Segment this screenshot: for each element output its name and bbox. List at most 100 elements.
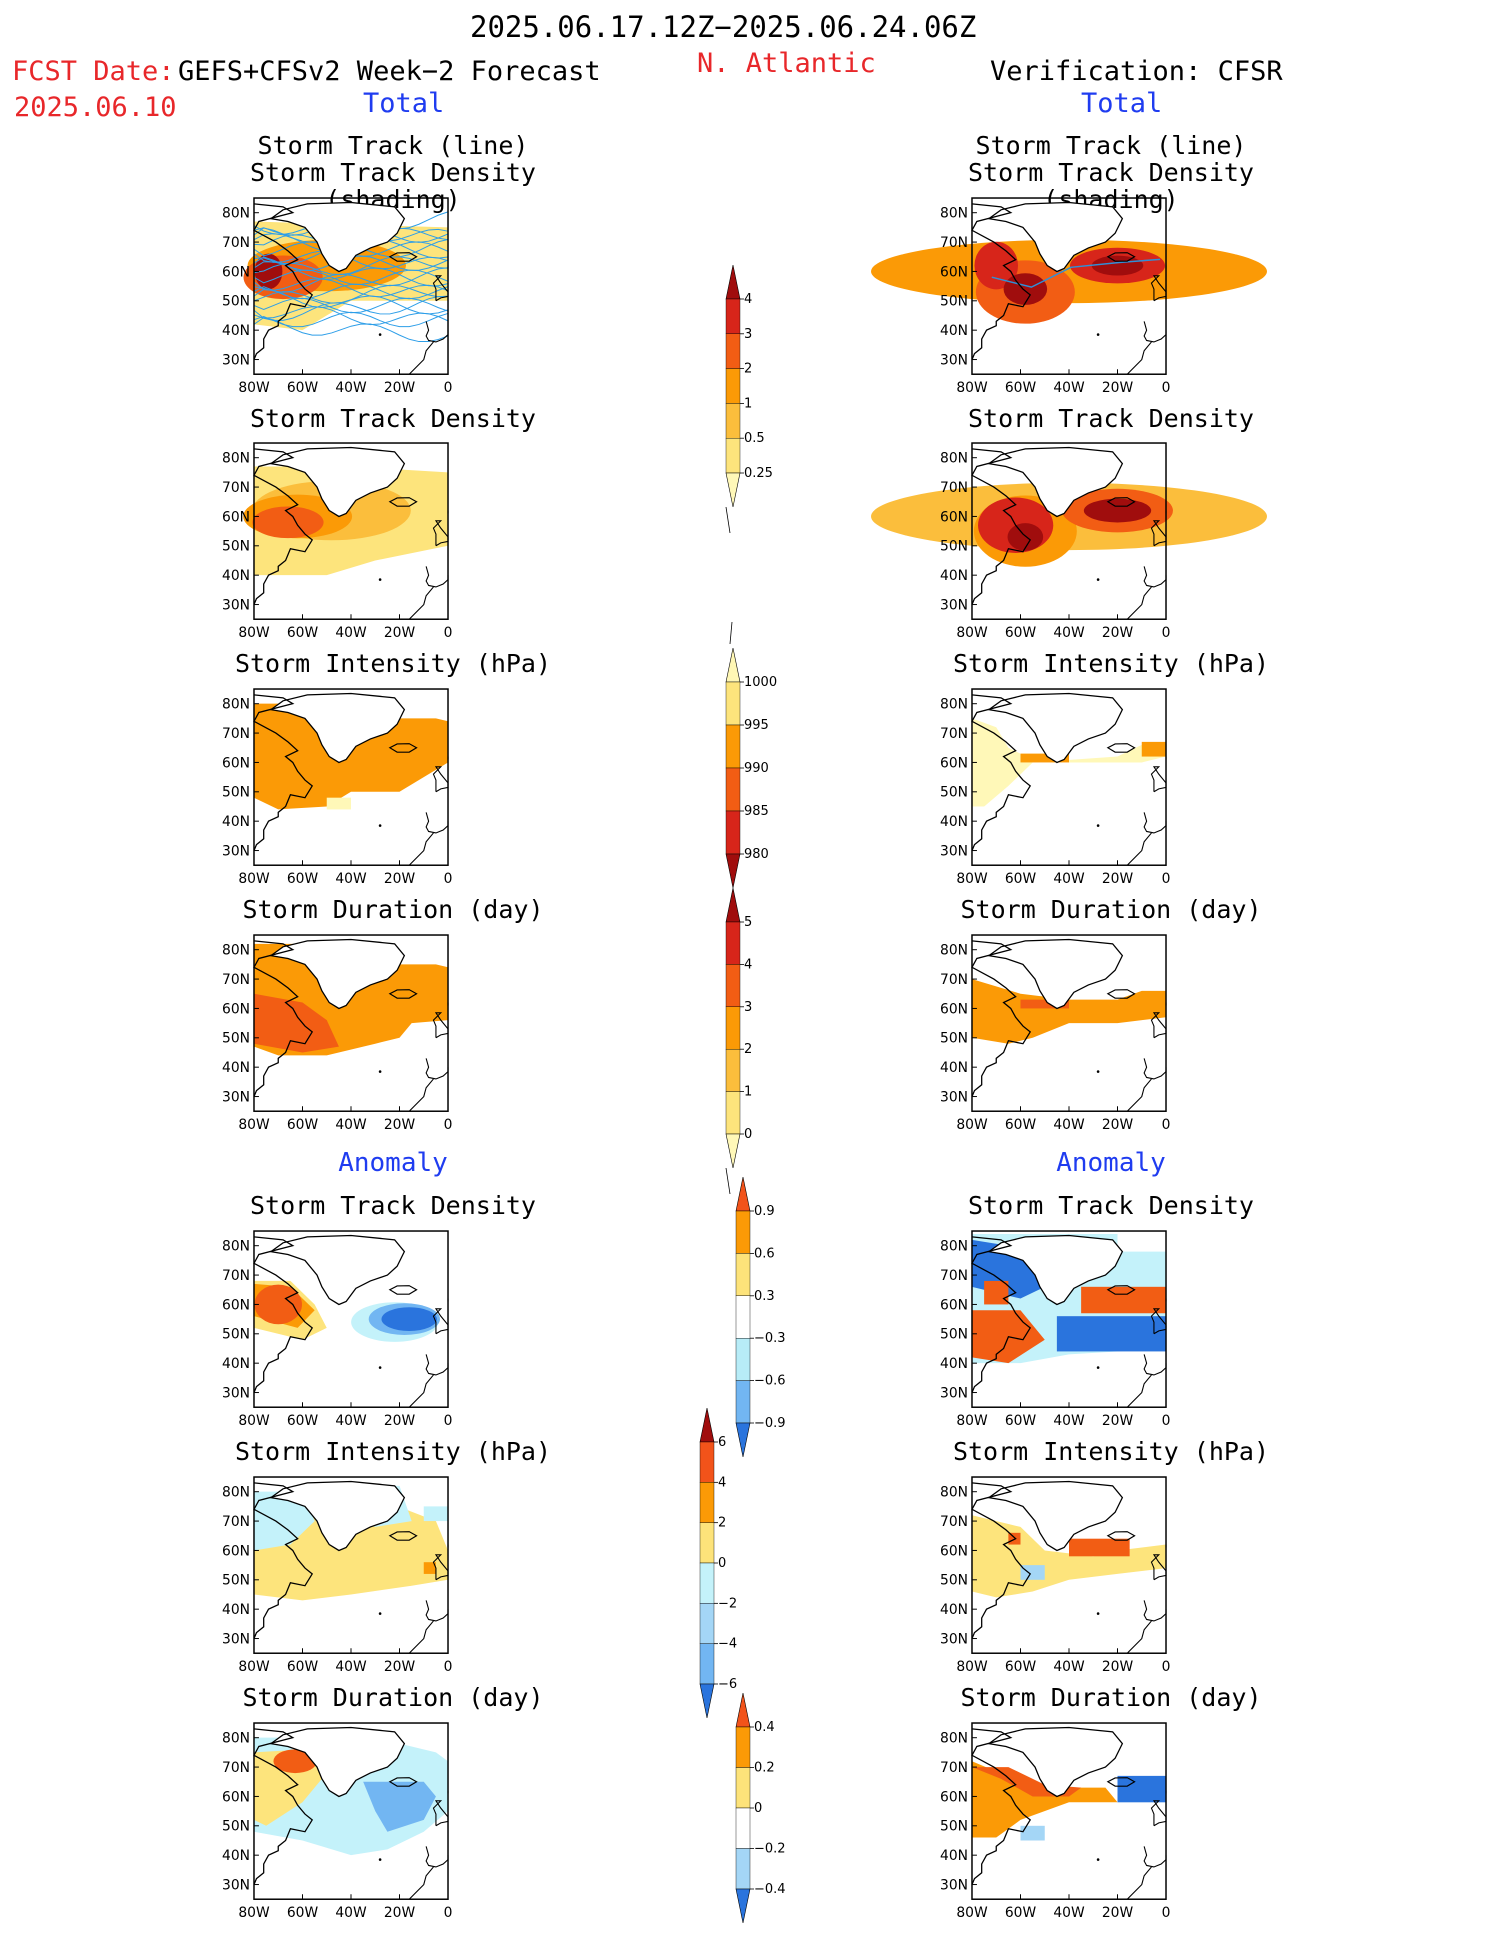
uk-coast: [1150, 1554, 1167, 1581]
uk-coast: [1150, 1800, 1167, 1827]
colorbar-label: 0.5: [744, 431, 765, 446]
lon-tick-label: 80W: [238, 1905, 270, 1921]
map-svg: 80N 70N 60N 50N 40N 30N 80W 60W 40W 20W 0: [940, 934, 1170, 1133]
lon-tick-label: 60W: [1005, 871, 1037, 887]
colorbar-label: 0: [718, 1556, 726, 1571]
anomaly-pos-core: [1069, 1538, 1130, 1557]
colorbar-swatch: [725, 298, 741, 334]
lat-tick-label: 50N: [940, 785, 968, 801]
density-peak-east: [1083, 498, 1152, 523]
north-america-coast: [253, 203, 314, 360]
lat-tick-label: 50N: [940, 1573, 968, 1589]
right-panel-1-title: Storm Track (line) Storm Track Density (…: [951, 132, 1271, 213]
north-america-coast: [971, 448, 1032, 605]
lat-tick-label: 40N: [940, 1060, 968, 1076]
colorbar-label: 3: [744, 327, 752, 342]
north-america-coast: [971, 1236, 1032, 1393]
africa-coast: [408, 1374, 434, 1408]
lon-tick-label: 60W: [287, 1413, 319, 1429]
greenland-outline: [269, 1480, 406, 1552]
lat-tick-label: 70N: [222, 1268, 250, 1284]
left-panel-1-title-line2: Storm Track Density (shading): [250, 158, 536, 214]
colorbar-svg: 0.9 0.6 0.3 −0.3 −0.6 −0.9: [735, 1176, 786, 1458]
azores-mark: [1096, 1612, 1100, 1615]
lon-tick-label: 60W: [287, 1905, 319, 1921]
lon-tick-label: 0: [444, 1659, 453, 1675]
azores-mark: [378, 824, 382, 827]
greenland-outline: [987, 692, 1124, 764]
lon-tick-label: 0: [444, 380, 453, 396]
lon-tick-label: 40W: [335, 380, 367, 396]
right-panel-3-title: Storm Intensity (hPa): [952, 649, 1270, 678]
colorbar-label: −0.3: [754, 1331, 786, 1346]
colorbar-swatch: [735, 1337, 751, 1381]
azores-mark: [378, 1070, 382, 1073]
north-america-coast: [253, 1482, 314, 1639]
right-map-intensity-anomaly: 80N 70N 60N 50N 40N 30N 80W 60W 40W 20W 0: [940, 1476, 1170, 1678]
lat-tick-label: 80N: [222, 1239, 250, 1255]
left-map-duration-anomaly: 80N 70N 60N 50N 40N 30N 80W 60W 40W 20W 0: [222, 1722, 452, 1924]
colorbar-swatch: [735, 1726, 751, 1768]
lat-tick-label: 70N: [222, 972, 250, 988]
iberia-coast: [425, 1354, 449, 1376]
lon-tick-label: 20W: [384, 871, 416, 887]
colorbar-swatch: [725, 437, 741, 474]
density-peak-west: [1007, 523, 1044, 551]
map-fill: [871, 482, 1267, 567]
anomaly-pos-core: [254, 1284, 302, 1325]
lon-tick-label: 20W: [384, 1413, 416, 1429]
lon-tick-label: 0: [1162, 625, 1171, 641]
colorbar-top-arrow: [725, 264, 741, 300]
iberia-coast: [1143, 1600, 1167, 1622]
uk-coast: [432, 1554, 449, 1581]
colorbar-label: 1000: [744, 675, 777, 690]
track-line: [253, 297, 449, 314]
africa-coast: [1126, 1078, 1152, 1112]
lon-tick-label: 20W: [1102, 625, 1134, 641]
colorbar-label: −0.4: [754, 1882, 786, 1897]
density-band: [871, 239, 1267, 304]
uk-coast: [432, 766, 449, 793]
colorbar-swatch: [725, 333, 741, 369]
colorbar-svg: 4 3 2 1 0.5 0.25: [725, 264, 773, 534]
africa-coast: [1126, 341, 1152, 375]
colorbar-swatch: [725, 724, 741, 769]
north-america-coast: [971, 1728, 1032, 1885]
colorbar-swatch: [725, 1091, 741, 1135]
north-america-coast: [253, 940, 314, 1097]
lon-tick-label: 80W: [956, 871, 988, 887]
iceland-outline: [388, 497, 418, 507]
iceland-outline: [388, 989, 418, 999]
lon-tick-label: 40W: [1053, 1659, 1085, 1675]
lat-tick-label: 50N: [222, 785, 250, 801]
lat-tick-label: 80N: [222, 206, 250, 222]
lon-tick-label: 20W: [1102, 1413, 1134, 1429]
colorbar-label: 985: [744, 804, 769, 819]
left-map-density: 80N 70N 60N 50N 40N 30N 80W 60W 40W 20W 0: [222, 442, 452, 644]
north-america-coast: [971, 694, 1032, 851]
azores-mark: [378, 1366, 382, 1369]
uk-coast: [1150, 1308, 1167, 1335]
azores-mark: [1096, 1366, 1100, 1369]
density-labrador: [974, 241, 1019, 290]
fcst-date-label: FCST Date:: [12, 56, 175, 87]
lat-tick-label: 50N: [222, 1819, 250, 1835]
lon-tick-label: 80W: [238, 1413, 270, 1429]
map-svg: 80N 70N 60N 50N 40N 30N 80W 60W 40W 20W 0: [222, 934, 452, 1133]
lat-tick-label: 30N: [940, 352, 968, 368]
lat-tick-label: 60N: [222, 509, 250, 525]
colorbar-swatch: [699, 1603, 715, 1644]
colorbar-top-arrow: [735, 1692, 751, 1728]
lon-tick-label: 40W: [335, 871, 367, 887]
right-panel-4-title: Storm Duration (day): [960, 895, 1262, 924]
right-total-label: Total: [1081, 88, 1163, 119]
map-fill: [971, 1233, 1167, 1364]
iberia-coast: [425, 1058, 449, 1080]
fcst-model-label: GEFS+CFSv2 Week−2 Forecast: [178, 56, 601, 87]
colorbar-label: 0.6: [754, 1246, 775, 1261]
azores-mark: [1096, 333, 1100, 336]
lat-tick-label: 40N: [940, 814, 968, 830]
lat-tick-label: 80N: [940, 1239, 968, 1255]
colorbar-label: 990: [744, 761, 769, 776]
azores-mark: [378, 333, 382, 336]
